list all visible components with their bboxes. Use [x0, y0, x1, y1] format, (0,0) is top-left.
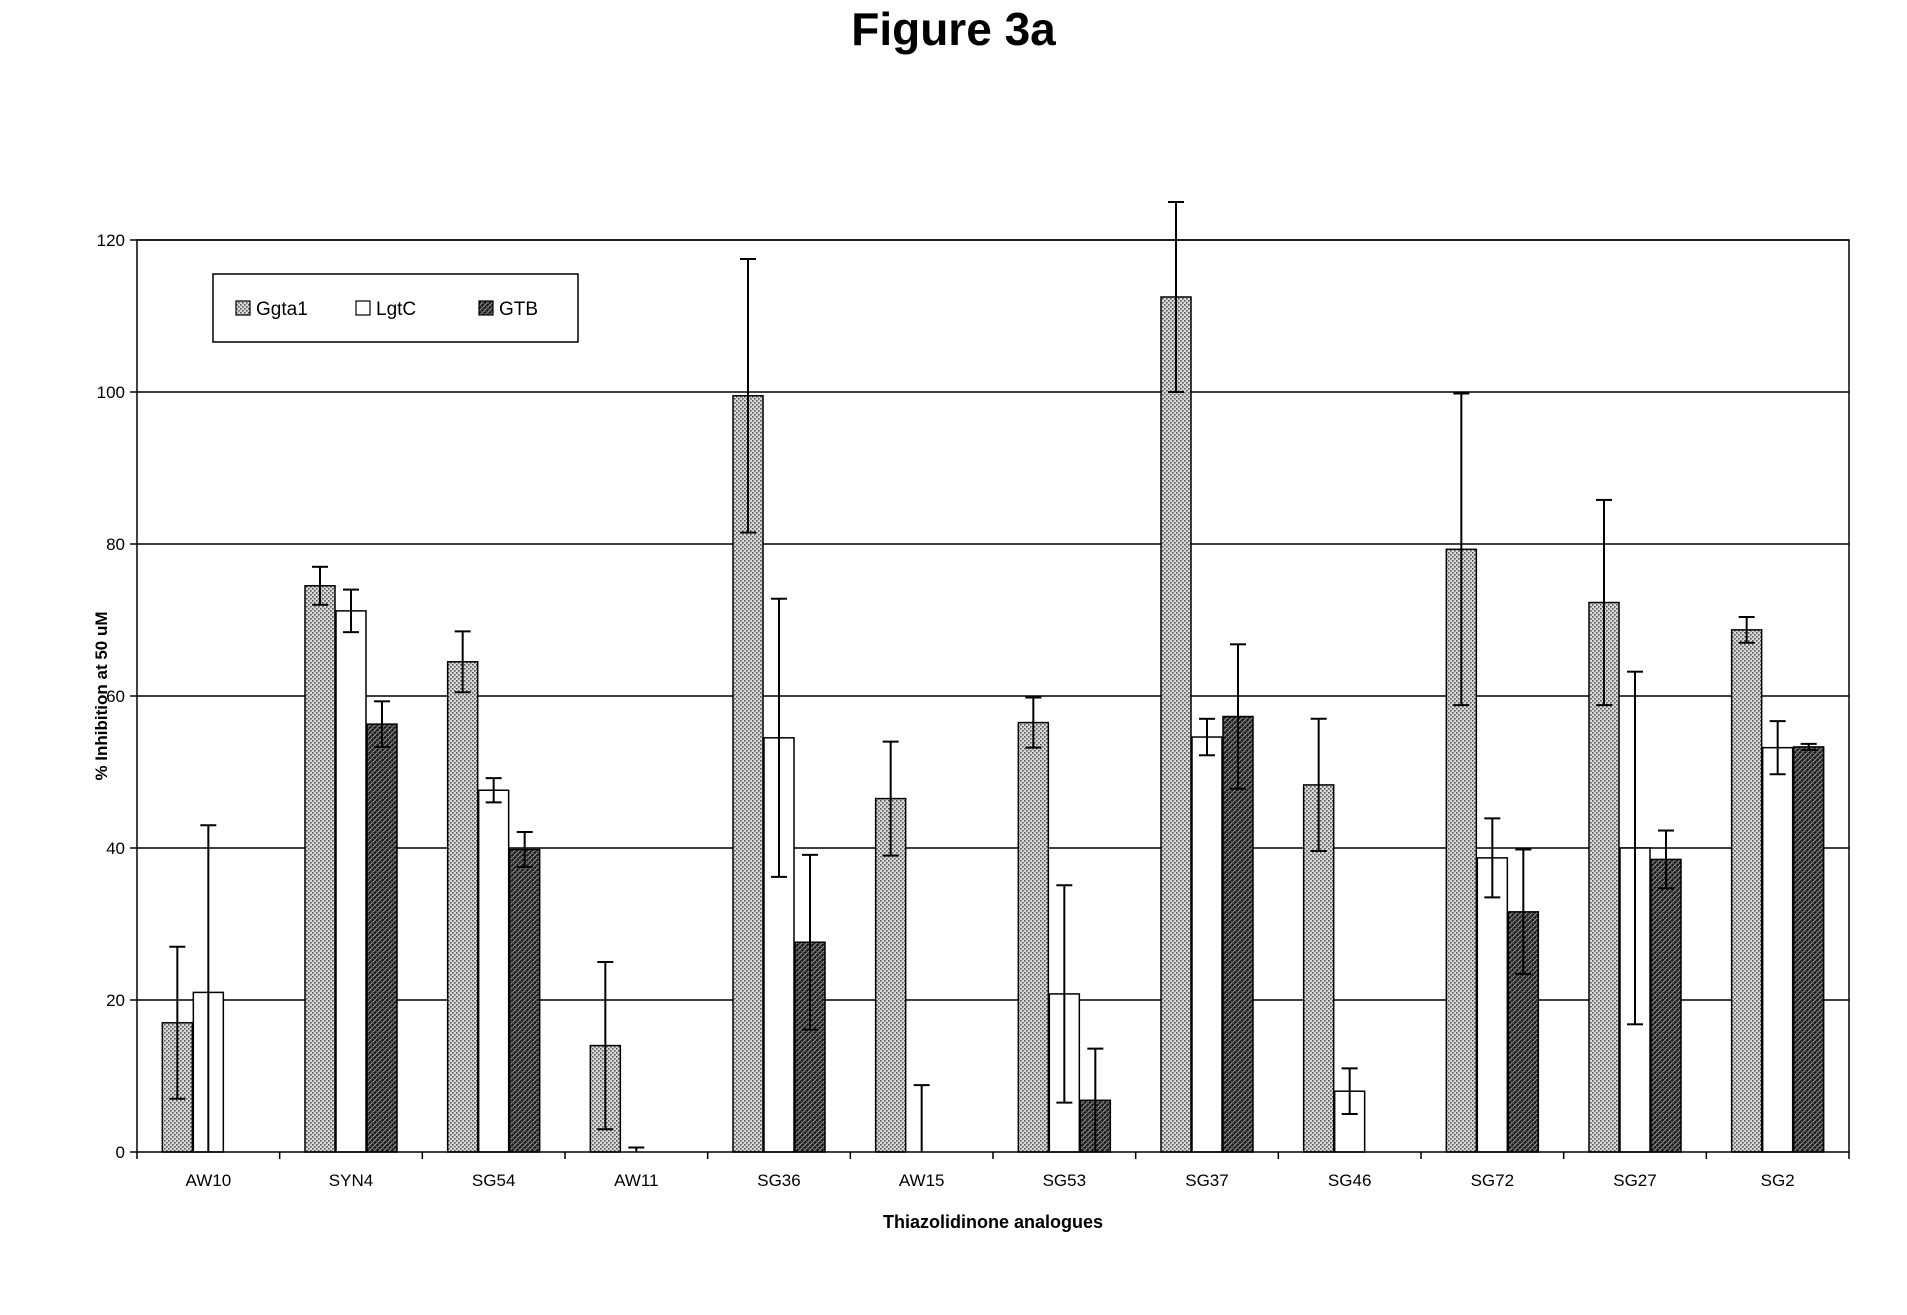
legend-label-Ggta1: Ggta1 [256, 299, 308, 320]
legend-swatch-GTB [479, 301, 493, 315]
bar-GTB-SYN4 [367, 724, 397, 1152]
bar-LgtC-SG54 [479, 790, 509, 1152]
legend-label-GTB: GTB [499, 299, 538, 320]
bar-Ggta1-SYN4 [305, 586, 335, 1152]
bar-LgtC-SG2 [1763, 748, 1793, 1152]
x-tick-label: SG53 [1043, 1171, 1086, 1190]
bars [162, 297, 1823, 1152]
x-tick-label: SG37 [1185, 1171, 1228, 1190]
bar-Ggta1-SG37 [1161, 297, 1191, 1152]
legend-swatch-Ggta1 [236, 301, 250, 315]
bar-Ggta1-SG53 [1018, 723, 1048, 1152]
bar-Ggta1-SG2 [1732, 630, 1762, 1152]
x-tick-label: SG27 [1613, 1171, 1656, 1190]
bar-GTB-SG54 [510, 850, 540, 1152]
y-tick-label: 20 [106, 991, 125, 1010]
x-tick-label: AW10 [185, 1171, 231, 1190]
legend: Ggta1 LgtC GTB [213, 274, 578, 342]
bar-LgtC-SG37 [1192, 737, 1222, 1152]
x-tick-label: SYN4 [329, 1171, 373, 1190]
y-axis-title: % Inhibition at 50 uM [92, 611, 111, 780]
bar-GTB-SG27 [1651, 859, 1681, 1152]
x-tick-label: SG36 [757, 1171, 800, 1190]
x-tick-label: SG72 [1471, 1171, 1514, 1190]
x-tick-label: SG54 [472, 1171, 515, 1190]
bar-chart: 020406080100120AW10SYN4SG54AW11SG36AW15S… [0, 0, 1907, 1315]
legend-swatch-LgtC [356, 301, 370, 315]
x-axis-title: Thiazolidinone analogues [883, 1212, 1103, 1232]
x-tick-label: AW11 [614, 1171, 658, 1190]
bar-Ggta1-SG54 [448, 662, 478, 1152]
bar-LgtC-SYN4 [336, 611, 366, 1152]
x-tick-label: SG2 [1761, 1171, 1795, 1190]
x-tick-label: AW15 [899, 1171, 945, 1190]
error-bars [169, 202, 1816, 1152]
legend-label-LgtC: LgtC [376, 299, 416, 320]
y-tick-label: 40 [106, 839, 125, 858]
y-tick-label: 120 [97, 231, 125, 250]
y-tick-label: 100 [97, 383, 125, 402]
x-tick-label: SG46 [1328, 1171, 1371, 1190]
bar-LgtC-SG72 [1477, 858, 1507, 1152]
y-tick-label: 80 [106, 535, 125, 554]
bar-GTB-SG2 [1794, 747, 1824, 1152]
y-tick-label: 0 [116, 1143, 125, 1162]
